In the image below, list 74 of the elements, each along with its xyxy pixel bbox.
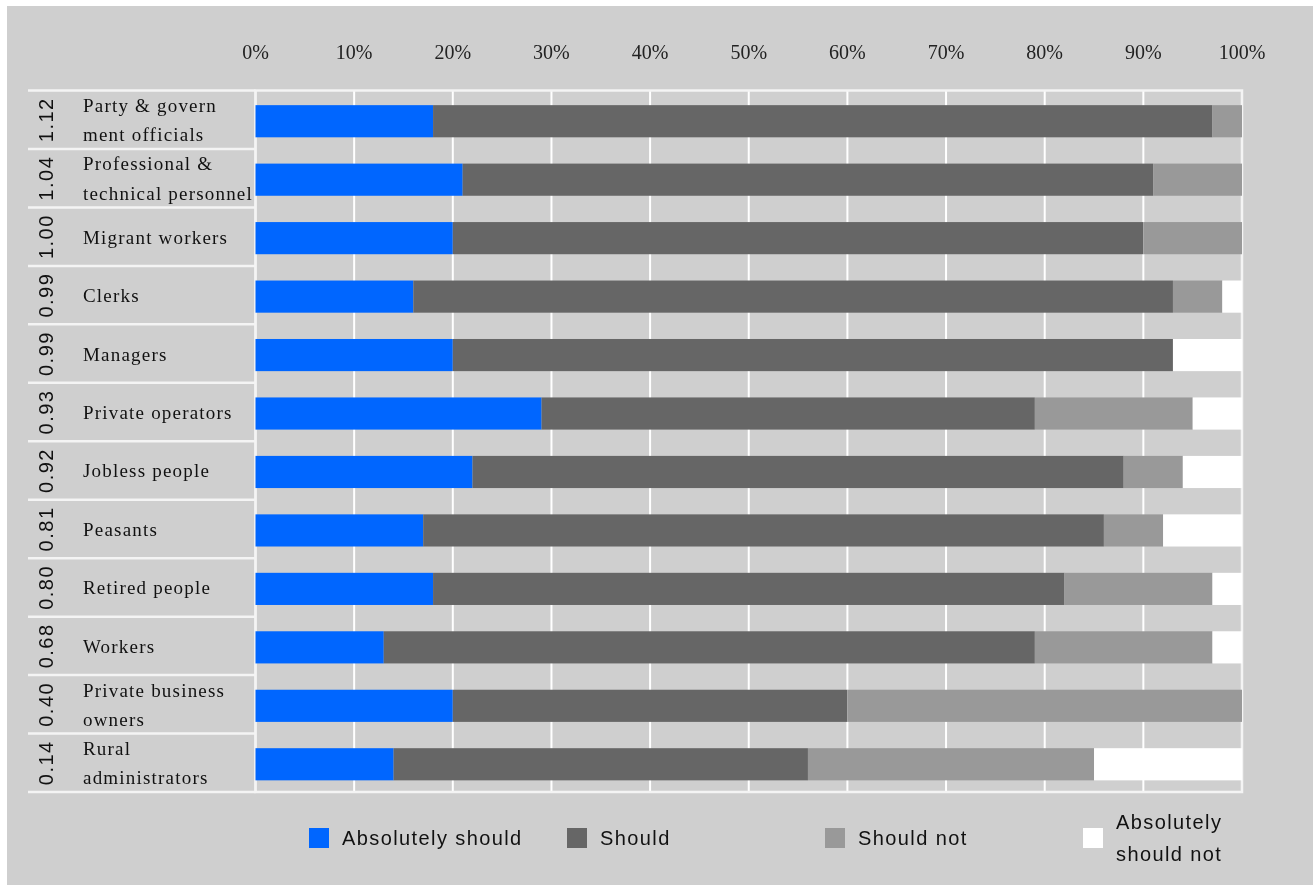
x-tick-label: 60% bbox=[829, 41, 866, 63]
y2-tick-label: 0.99 bbox=[35, 272, 57, 318]
bar bbox=[452, 689, 848, 722]
bar bbox=[255, 455, 473, 489]
y2-tick-label: 0.99 bbox=[35, 331, 57, 377]
bar bbox=[541, 397, 1035, 430]
y-tick-label: Private business owners bbox=[83, 679, 226, 730]
x-tick-label: 40% bbox=[631, 41, 669, 63]
bar bbox=[807, 748, 1095, 781]
y2-tick-label: 0.14 bbox=[35, 740, 57, 786]
y-tick-label: Clerks bbox=[83, 284, 140, 306]
y2-tick-label: 0.68 bbox=[35, 623, 57, 669]
bar bbox=[255, 397, 542, 430]
x-tick-label: 0% bbox=[242, 41, 269, 63]
bar bbox=[393, 748, 808, 781]
y2-tick-label: 1.00 bbox=[35, 214, 57, 260]
x-tick-label: 10% bbox=[335, 41, 373, 63]
bar bbox=[1153, 163, 1242, 196]
bar bbox=[433, 105, 1213, 138]
y-tick-label: Jobless people bbox=[83, 459, 211, 481]
bar bbox=[423, 514, 1104, 547]
bar bbox=[413, 280, 1173, 313]
y2-tick-label: 1.12 bbox=[35, 97, 57, 143]
bar bbox=[255, 338, 453, 372]
x-tick-label: 80% bbox=[1026, 41, 1064, 63]
legend-label: Should not bbox=[858, 827, 968, 849]
y2-tick-label: 0.40 bbox=[35, 681, 57, 727]
y2-tick-label: 0.80 bbox=[35, 564, 57, 610]
y-tick-label: Retired people bbox=[83, 576, 212, 598]
bar bbox=[255, 631, 384, 664]
y2-tick-label: 1.04 bbox=[35, 155, 57, 201]
bar bbox=[433, 572, 1065, 605]
y-tick-label: Migrant workers bbox=[83, 226, 229, 248]
x-tick-label: 70% bbox=[927, 41, 965, 63]
legend-label: Absolutely should not bbox=[1116, 811, 1223, 865]
y-tick-label: Peasants bbox=[83, 518, 159, 540]
bar bbox=[1143, 222, 1242, 255]
bar bbox=[255, 222, 453, 255]
bar bbox=[255, 514, 424, 547]
bar bbox=[255, 572, 434, 605]
bar bbox=[1123, 455, 1183, 489]
bar bbox=[452, 222, 1144, 255]
legend-label: Absolutely should bbox=[342, 827, 523, 849]
bar bbox=[847, 689, 1242, 722]
bar bbox=[452, 338, 1173, 372]
x-tick-label: 50% bbox=[730, 41, 768, 63]
bar bbox=[255, 280, 414, 313]
bar bbox=[1034, 397, 1193, 430]
bar bbox=[462, 163, 1154, 196]
x-tick-label: 20% bbox=[434, 41, 472, 63]
bar bbox=[1172, 280, 1223, 313]
bar bbox=[255, 748, 394, 781]
bar bbox=[255, 105, 434, 138]
bar bbox=[1064, 572, 1213, 605]
y-tick-label: Party & govern ment officials bbox=[83, 94, 217, 145]
y2-tick-label: 0.81 bbox=[35, 506, 57, 552]
y-tick-label: Rural administrators bbox=[83, 737, 209, 788]
bar bbox=[255, 163, 463, 196]
x-tick-label: 90% bbox=[1125, 41, 1162, 63]
y-tick-label: Private operators bbox=[83, 401, 233, 423]
y-tick-label: Managers bbox=[83, 343, 168, 365]
bar bbox=[383, 631, 1035, 664]
bar bbox=[1034, 631, 1213, 664]
legend-label: Should bbox=[600, 827, 671, 849]
y-tick-label: Workers bbox=[83, 635, 156, 657]
x-tick-label: 100% bbox=[1218, 41, 1266, 63]
bar bbox=[472, 455, 1124, 489]
y2-tick-label: 0.93 bbox=[35, 389, 57, 435]
bar bbox=[1212, 105, 1243, 138]
x-tick-label: 30% bbox=[533, 41, 570, 63]
bar bbox=[1103, 514, 1164, 547]
y2-tick-label: 0.92 bbox=[35, 448, 57, 493]
bar bbox=[255, 689, 453, 722]
y-tick-label: Professional & technical personnel bbox=[83, 152, 253, 204]
